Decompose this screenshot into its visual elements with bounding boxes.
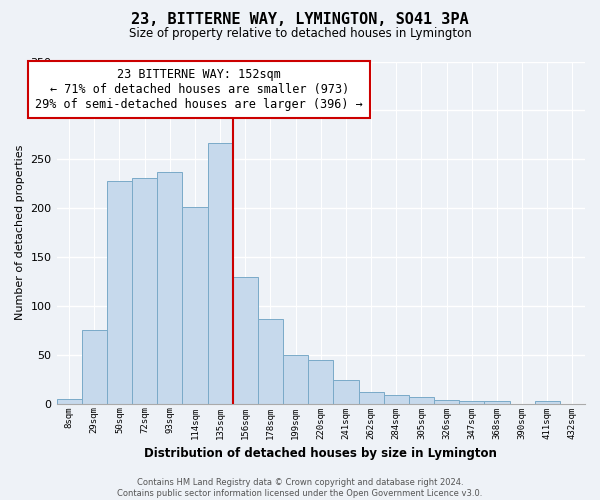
Bar bbox=[258, 318, 283, 404]
Bar bbox=[132, 178, 157, 404]
X-axis label: Distribution of detached houses by size in Lymington: Distribution of detached houses by size … bbox=[145, 447, 497, 460]
Bar bbox=[434, 400, 459, 404]
Bar bbox=[82, 330, 107, 404]
Bar bbox=[233, 276, 258, 404]
Y-axis label: Number of detached properties: Number of detached properties bbox=[15, 145, 25, 320]
Bar bbox=[208, 142, 233, 404]
Bar bbox=[56, 399, 82, 404]
Text: 23, BITTERNE WAY, LYMINGTON, SO41 3PA: 23, BITTERNE WAY, LYMINGTON, SO41 3PA bbox=[131, 12, 469, 28]
Bar bbox=[157, 172, 182, 404]
Bar bbox=[334, 380, 359, 404]
Text: Size of property relative to detached houses in Lymington: Size of property relative to detached ho… bbox=[128, 28, 472, 40]
Text: Contains HM Land Registry data © Crown copyright and database right 2024.
Contai: Contains HM Land Registry data © Crown c… bbox=[118, 478, 482, 498]
Bar bbox=[359, 392, 383, 404]
Bar bbox=[409, 397, 434, 404]
Bar bbox=[107, 181, 132, 404]
Bar bbox=[383, 395, 409, 404]
Text: 23 BITTERNE WAY: 152sqm
← 71% of detached houses are smaller (973)
29% of semi-d: 23 BITTERNE WAY: 152sqm ← 71% of detache… bbox=[35, 68, 363, 112]
Bar bbox=[484, 400, 509, 404]
Bar bbox=[283, 355, 308, 404]
Bar bbox=[535, 400, 560, 404]
Bar bbox=[459, 400, 484, 404]
Bar bbox=[182, 207, 208, 404]
Bar bbox=[308, 360, 334, 404]
